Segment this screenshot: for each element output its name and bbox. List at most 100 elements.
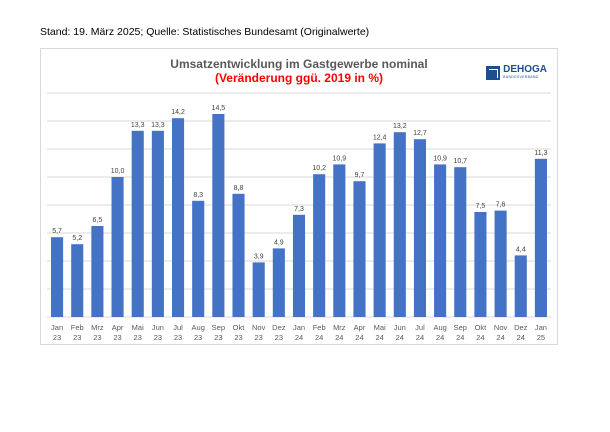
data-label: 13,3 — [151, 122, 165, 129]
x-tick-label: Okt — [233, 323, 246, 332]
chart-subtitle: (Veränderung ggü. 2019 in %) — [214, 71, 384, 85]
data-label: 14,2 — [171, 109, 185, 116]
x-tick-label-year: 23 — [134, 333, 142, 342]
x-tick-label-year: 24 — [436, 333, 444, 342]
bar — [51, 237, 64, 317]
chart-frame: Umsatzentwicklung im Gastgewerbe nominal… — [40, 48, 558, 345]
data-label: 10,2 — [312, 165, 326, 172]
bar — [212, 114, 225, 317]
data-label: 8,8 — [234, 185, 244, 192]
data-label: 3,9 — [254, 253, 264, 260]
bar — [252, 262, 265, 317]
x-tick-label-year: 23 — [194, 333, 202, 342]
bar — [454, 167, 467, 317]
x-tick-label-year: 23 — [93, 333, 101, 342]
data-label: 9,7 — [355, 172, 365, 179]
x-tick-label: Nov — [494, 323, 508, 332]
x-tick-label: Jun — [152, 323, 164, 332]
x-tick-label-year: 23 — [154, 333, 162, 342]
x-tick-label: Feb — [313, 323, 326, 332]
bar — [111, 177, 124, 317]
x-tick-label: Jan — [293, 323, 305, 332]
logo-sub: BUNDESVERBAND — [503, 75, 539, 79]
x-tick-label: Mrz — [91, 323, 104, 332]
bar — [192, 200, 205, 317]
bar — [413, 139, 427, 317]
data-label: 14,5 — [212, 105, 226, 112]
x-tick-label: Dez — [272, 323, 286, 332]
x-tick-label: Mai — [374, 323, 386, 332]
header-note: Stand: 19. März 2025; Quelle: Statistisc… — [40, 26, 370, 38]
bar — [292, 214, 306, 317]
x-tick-label-year: 23 — [53, 333, 61, 342]
x-tick-label-year: 23 — [174, 333, 182, 342]
x-tick-label: Okt — [475, 323, 488, 332]
x-tick-label-year: 24 — [396, 333, 404, 342]
bar-chart: 5,7Jan235,2Feb236,5Mrz2310,0Apr2313,3Mai… — [47, 92, 551, 342]
x-tick-label-year: 24 — [496, 333, 504, 342]
data-label: 10,9 — [333, 155, 347, 162]
x-tick-label: Jan — [51, 323, 63, 332]
data-label: 10,7 — [453, 158, 467, 165]
chart-title: Umsatzentwicklung im Gastgewerbe nominal — [170, 57, 428, 71]
x-tick-label: Feb — [71, 323, 84, 332]
data-label: 10,0 — [111, 168, 125, 175]
bar — [272, 248, 285, 317]
bar — [171, 118, 185, 317]
x-tick-label: Jul — [415, 323, 425, 332]
data-label: 4,4 — [516, 246, 526, 253]
x-tick-label: Jul — [173, 323, 183, 332]
x-tick-label-year: 23 — [113, 333, 121, 342]
x-tick-label-year: 23 — [255, 333, 263, 342]
x-tick-label-year: 24 — [295, 333, 303, 342]
x-tick-label-year: 24 — [476, 333, 484, 342]
bar — [373, 143, 386, 317]
x-tick-label-year: 24 — [517, 333, 525, 342]
data-label: 8,3 — [193, 192, 203, 199]
data-label: 13,3 — [131, 122, 145, 129]
bar — [71, 244, 84, 317]
bar — [151, 130, 164, 317]
x-tick-label-year: 23 — [214, 333, 222, 342]
bar — [474, 212, 487, 317]
bar — [494, 210, 507, 317]
x-tick-label-year: 24 — [315, 333, 323, 342]
data-label: 5,2 — [72, 235, 82, 242]
x-tick-label: Apr — [354, 323, 366, 332]
x-tick-label: Dez — [514, 323, 528, 332]
data-label: 4,9 — [274, 239, 284, 246]
x-tick-label-year: 24 — [355, 333, 363, 342]
x-tick-label: Mai — [132, 323, 144, 332]
logo-name: DEHOGA — [503, 64, 547, 75]
x-tick-label: Apr — [112, 323, 124, 332]
x-tick-label-year: 23 — [234, 333, 242, 342]
x-tick-label: Aug — [433, 323, 446, 332]
x-tick-label: Sep — [454, 323, 467, 332]
x-tick-label-year: 24 — [416, 333, 424, 342]
data-label: 5,7 — [52, 228, 62, 235]
x-tick-label-year: 23 — [73, 333, 81, 342]
bar — [131, 130, 144, 317]
dehoga-logo: DEHOGA BUNDESVERBAND — [486, 65, 547, 80]
data-label: 13,2 — [393, 123, 407, 130]
x-tick-label: Mrz — [333, 323, 346, 332]
data-label: 12,4 — [373, 134, 387, 141]
bar — [434, 164, 447, 317]
data-label: 7,5 — [476, 203, 486, 210]
x-tick-label: Jun — [394, 323, 406, 332]
dehoga-logo-icon — [486, 65, 501, 80]
x-tick-label-year: 24 — [335, 333, 343, 342]
bar — [232, 193, 245, 317]
x-tick-label: Aug — [192, 323, 205, 332]
data-label: 7,3 — [294, 206, 304, 213]
bar — [534, 158, 547, 317]
bar — [333, 164, 346, 317]
x-tick-label-year: 23 — [275, 333, 283, 342]
bar — [393, 132, 406, 317]
bar — [91, 226, 104, 317]
x-tick-label-year: 24 — [375, 333, 383, 342]
data-label: 10,9 — [433, 155, 447, 162]
x-tick-label: Nov — [252, 323, 266, 332]
data-label: 7,6 — [496, 202, 506, 209]
bar — [353, 181, 366, 317]
